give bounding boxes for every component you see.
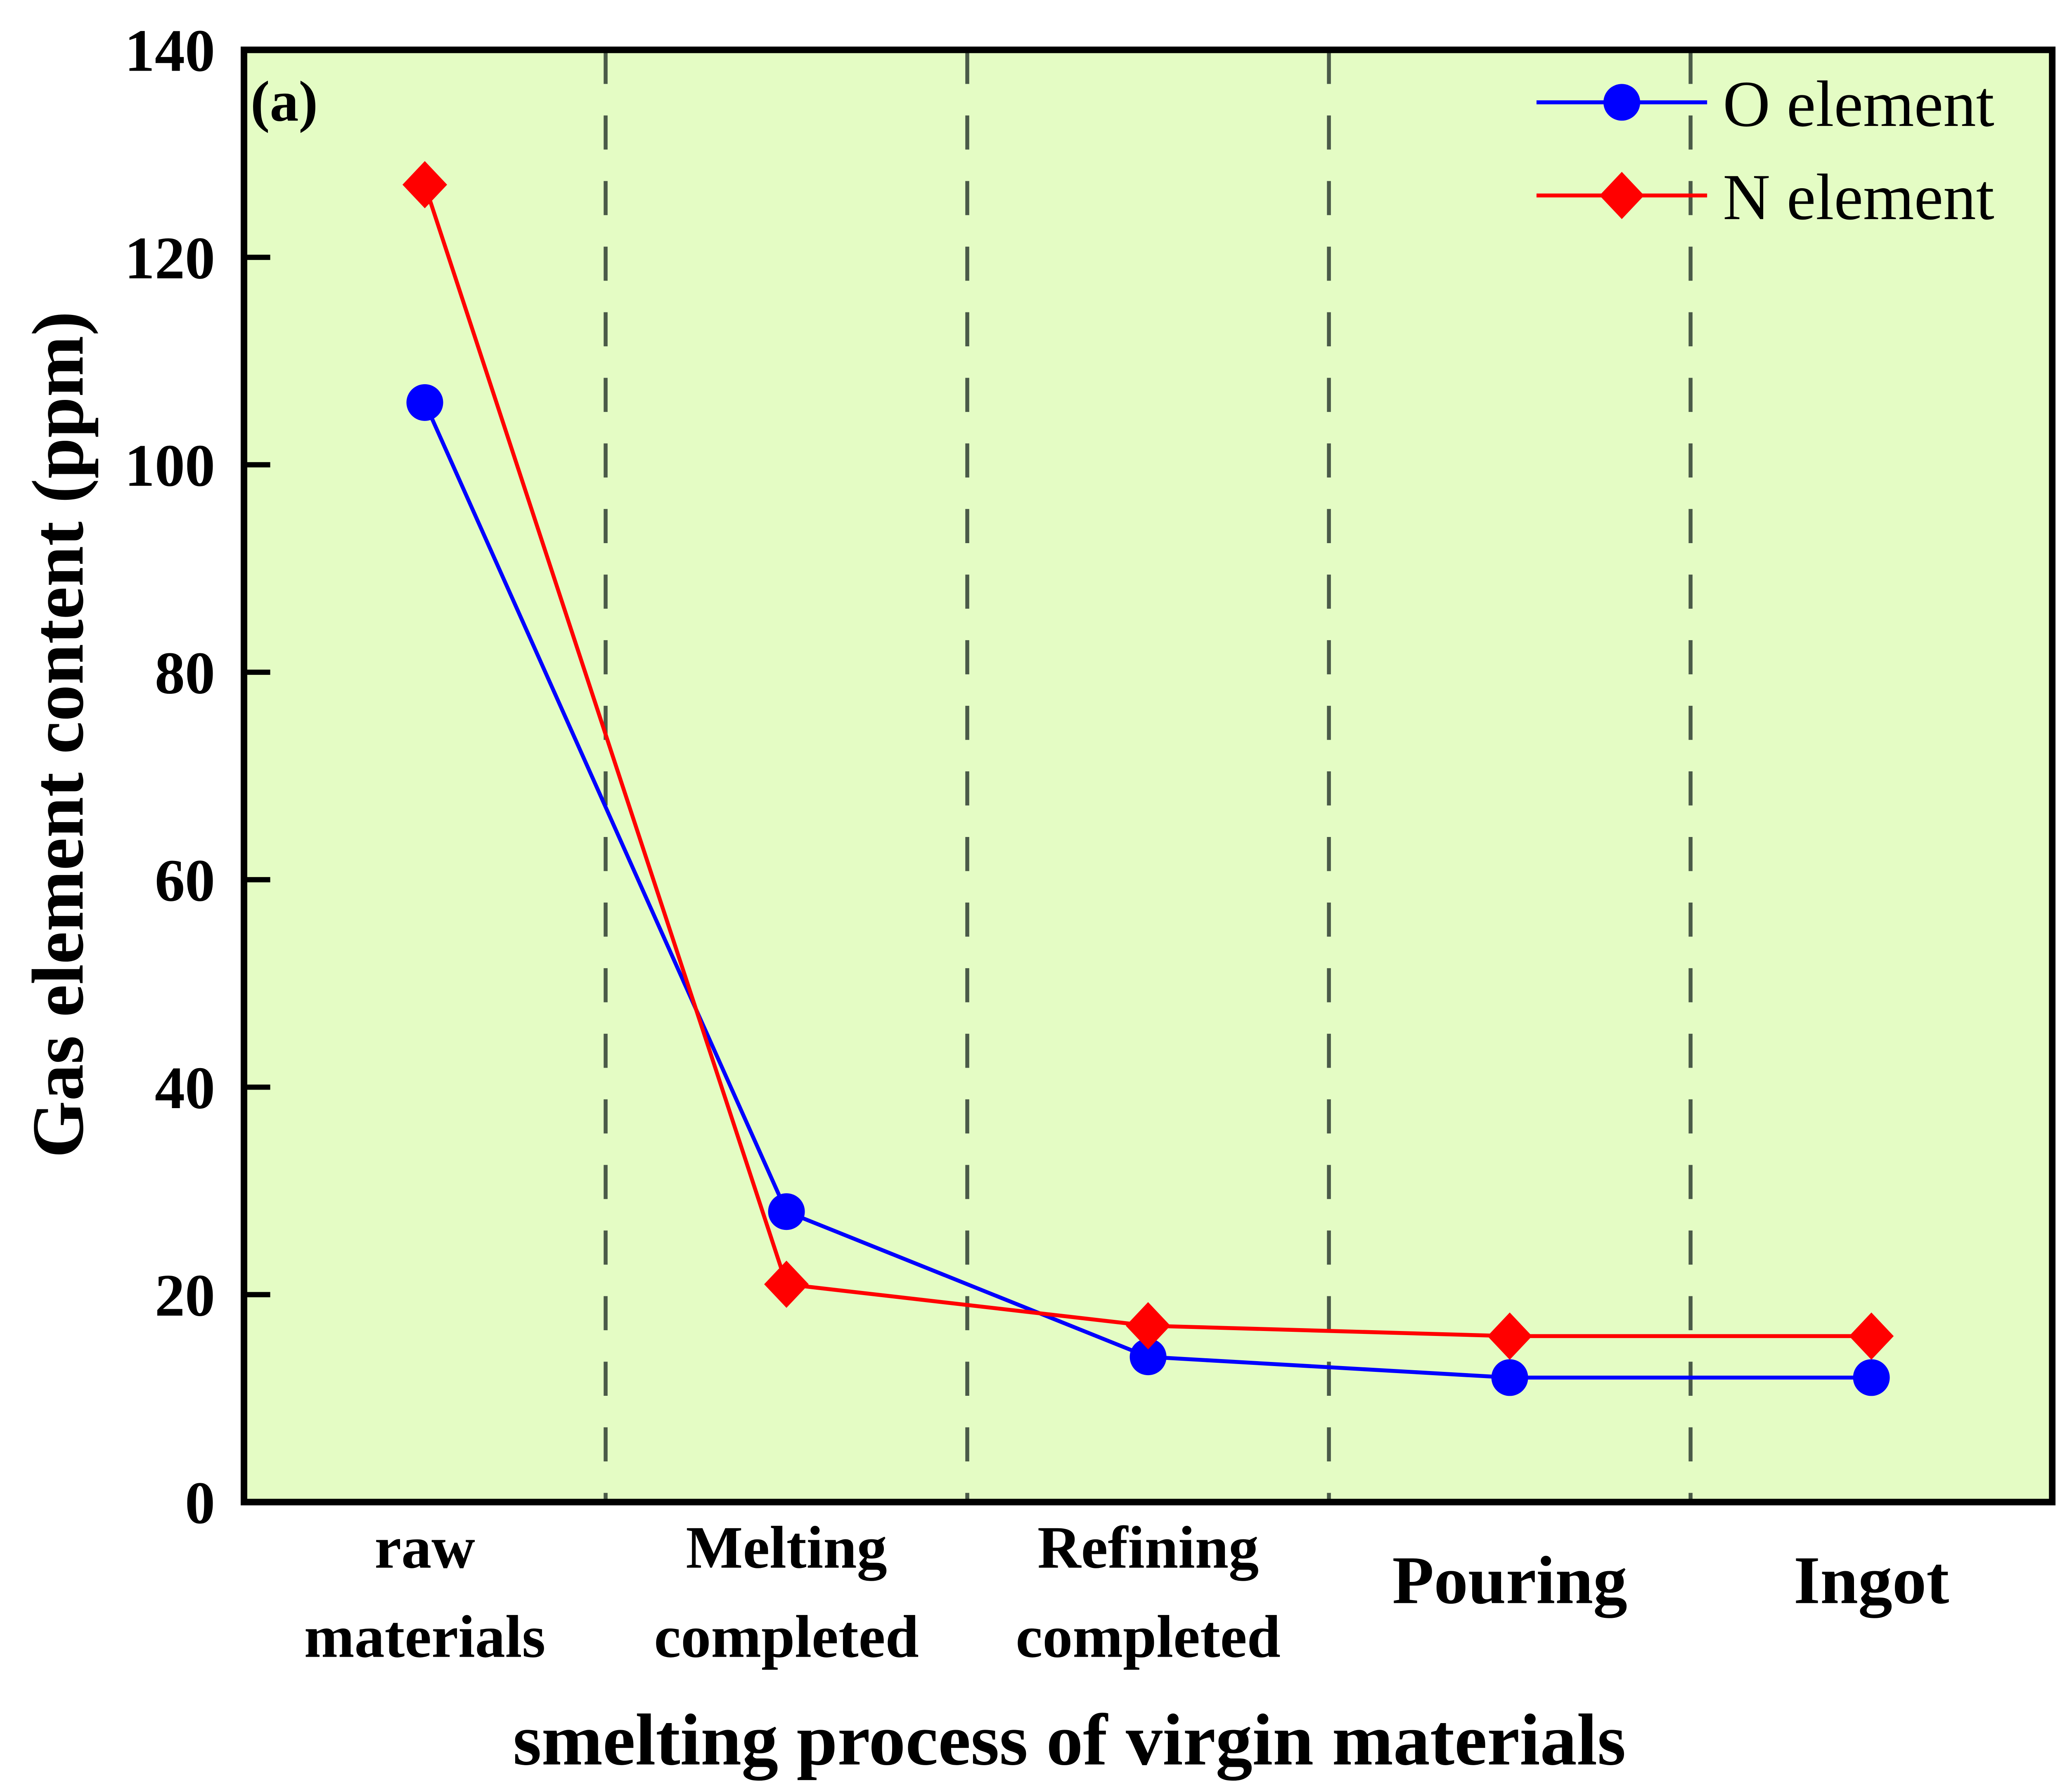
legend-item: N element bbox=[1536, 161, 1994, 234]
x-tick-label: Pouring bbox=[1392, 1542, 1627, 1618]
series-n-element bbox=[402, 161, 1894, 1360]
y-tick-label: 40 bbox=[155, 1054, 215, 1121]
data-point bbox=[406, 384, 443, 421]
data-point bbox=[1129, 1338, 1167, 1376]
data-point bbox=[764, 1260, 809, 1308]
y-tick-label: 140 bbox=[125, 17, 215, 84]
y-tick-label: 60 bbox=[155, 847, 215, 914]
data-point bbox=[1487, 1312, 1532, 1360]
legend-marker bbox=[1599, 172, 1644, 219]
y-tick-label: 0 bbox=[185, 1469, 215, 1536]
y-tick-label: 20 bbox=[155, 1262, 215, 1329]
data-point bbox=[1849, 1312, 1894, 1360]
data-point bbox=[1491, 1359, 1528, 1396]
x-tick-label: Ingot bbox=[1794, 1542, 1949, 1618]
legend-item: O element bbox=[1536, 68, 1994, 140]
series-o-element bbox=[406, 384, 1890, 1396]
plot-background bbox=[244, 50, 2053, 1502]
legend: O element N element bbox=[1536, 68, 1994, 234]
panel-label: (a) bbox=[251, 69, 318, 133]
data-point bbox=[1126, 1302, 1171, 1350]
y-tick-label: 120 bbox=[125, 225, 215, 291]
data-point bbox=[402, 161, 448, 208]
x-tick-label: Melting completed bbox=[654, 1514, 919, 1670]
legend-label: N element bbox=[1723, 161, 1994, 234]
data-point bbox=[768, 1193, 805, 1230]
y-tick-label: 100 bbox=[125, 432, 215, 499]
plot-frame bbox=[241, 46, 2056, 1506]
x-axis-title: smelting process of virgin materials bbox=[513, 1699, 1626, 1780]
data-point bbox=[1853, 1359, 1890, 1396]
x-tick-label: raw materials bbox=[304, 1514, 546, 1670]
y-axis-title: Gas element content (ppm) bbox=[17, 311, 99, 1158]
legend-marker bbox=[1603, 84, 1641, 121]
x-tick-label: Refining completed bbox=[1016, 1514, 1281, 1670]
y-tick-label: 80 bbox=[155, 640, 215, 707]
legend-label: O element bbox=[1723, 68, 1994, 140]
